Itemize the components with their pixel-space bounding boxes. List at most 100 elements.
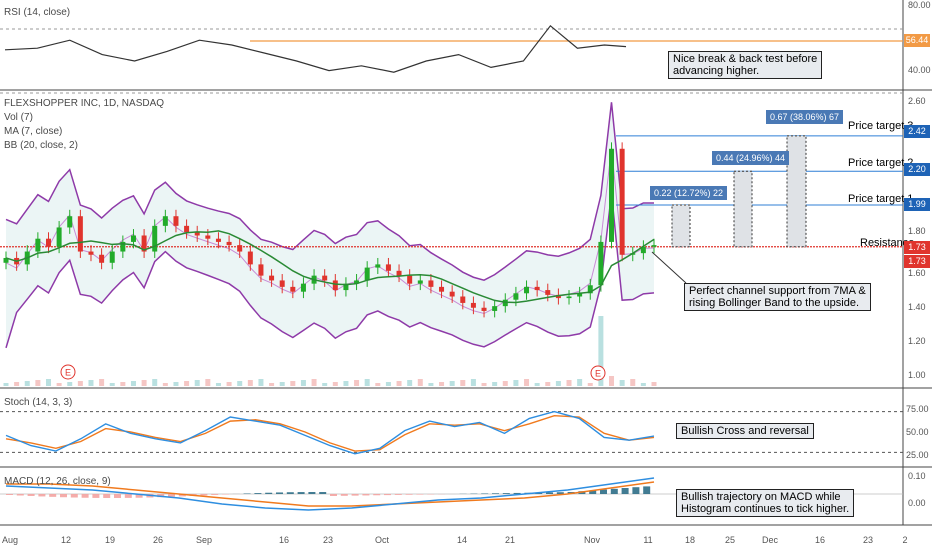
stoch-note[interactable]: Bullish Cross and reversal (676, 423, 814, 439)
volume-bar (173, 382, 178, 386)
volume-bar (152, 379, 157, 386)
measure-box-1 (672, 205, 690, 247)
macd-histogram-bar (632, 487, 639, 494)
macd-histogram-bar (492, 493, 499, 494)
volume-bar (216, 383, 221, 386)
macd-histogram-bar (254, 493, 261, 494)
volume-bar (248, 380, 253, 386)
volume-bar (630, 379, 635, 386)
volume-bar (67, 382, 72, 386)
candle (450, 292, 455, 297)
volume-bar (609, 376, 614, 386)
x-axis-tick: 23 (863, 535, 873, 545)
macd-histogram-bar (643, 486, 650, 494)
rsi-note[interactable]: Nice break & back test before advancing … (668, 51, 822, 79)
macd-histogram-bar (49, 494, 56, 497)
volume-bar (322, 383, 327, 386)
measure-label-2: 0.44 (24.96%) 44 (712, 151, 789, 165)
macd-histogram-bar (298, 492, 305, 494)
rsi-axis-40: 40.00 (908, 65, 931, 75)
candle (567, 297, 572, 299)
volume-bar (57, 383, 62, 386)
price-tag-2-20: 2.20 (904, 163, 930, 176)
x-axis-tick: Oct (375, 535, 390, 545)
volume-bar (354, 380, 359, 386)
stoch-axis-25: 25.00 (906, 450, 929, 460)
candle (195, 232, 200, 235)
candle (280, 280, 285, 286)
volume-bar (577, 379, 582, 386)
price-tag-1-73-b: 1.73 (904, 255, 930, 268)
volume-bar (195, 380, 200, 386)
x-axis-tick: 11 (643, 535, 652, 545)
candle (482, 308, 487, 311)
volume-bar (120, 382, 125, 386)
rsi-axis-80: 80.00 (908, 0, 931, 10)
volume-bar (513, 380, 518, 386)
candle (471, 303, 476, 308)
x-axis-tick: 2 (902, 535, 907, 545)
x-axis-tick: 18 (685, 535, 695, 545)
candle (163, 216, 168, 226)
macd-histogram-bar (373, 494, 380, 495)
volume-bar (545, 382, 550, 386)
price-axis-100: 1.00 (908, 370, 926, 380)
price-axis-180: 1.80 (908, 226, 926, 236)
volume-bar (524, 379, 529, 386)
volume-bar (163, 383, 168, 386)
x-axis-tick: 21 (505, 535, 515, 545)
macd-histogram-bar (211, 494, 218, 495)
x-axis-tick: 16 (279, 535, 289, 545)
candle (99, 255, 104, 263)
price-axis-120: 1.20 (908, 336, 926, 346)
rsi-value-tag: 56.44 (904, 34, 930, 47)
x-axis-tick: 26 (153, 535, 163, 545)
candle (216, 239, 221, 242)
macd-histogram-bar (481, 493, 488, 494)
x-axis-tick: 16 (815, 535, 825, 545)
candle (333, 280, 338, 290)
price-note[interactable]: Perfect channel support from 7MA & risin… (684, 283, 871, 311)
candle (184, 226, 189, 232)
volume-bar (4, 383, 9, 386)
macd-histogram-bar (92, 494, 99, 498)
candle (492, 306, 497, 311)
price-axis-140: 1.40 (908, 302, 926, 312)
macd-histogram-bar (287, 492, 294, 494)
volume-bar (110, 383, 115, 386)
volume-bar (588, 383, 593, 386)
measure-label-1: 0.22 (12.72%) 22 (650, 186, 727, 200)
macd-histogram-bar (114, 494, 121, 498)
volume-bar (14, 382, 19, 386)
macd-histogram-bar (611, 489, 618, 494)
candle (535, 287, 540, 290)
candle (609, 149, 614, 242)
macd-histogram-bar (341, 494, 348, 496)
rsi-label: RSI (14, close) (4, 7, 70, 19)
macd-histogram-bar (28, 494, 35, 496)
macd-histogram-bar (362, 494, 369, 495)
volume-bar (641, 383, 646, 386)
candle (513, 293, 518, 299)
macd-histogram-bar (384, 494, 391, 495)
price-legend-ma: MA (7, close) (4, 126, 62, 138)
macd-histogram-bar (622, 488, 629, 494)
macd-histogram-bar (82, 494, 89, 498)
x-axis-tick: Aug (2, 535, 18, 545)
macd-histogram-bar (38, 494, 45, 496)
volume-bar (290, 381, 295, 386)
volume-bar (620, 380, 625, 386)
volume-bar (301, 380, 306, 386)
volume-bar (131, 381, 136, 386)
macd-histogram-bar (60, 494, 67, 497)
volume-bar (35, 380, 40, 386)
volume-bar (503, 381, 508, 386)
candle (57, 227, 62, 246)
volume-bar (439, 382, 444, 386)
bollinger-fill (6, 102, 654, 348)
volume-bar (535, 383, 540, 386)
volume-bar (25, 381, 30, 386)
macd-note[interactable]: Bullish trajectory on MACD while Histogr… (676, 489, 854, 517)
